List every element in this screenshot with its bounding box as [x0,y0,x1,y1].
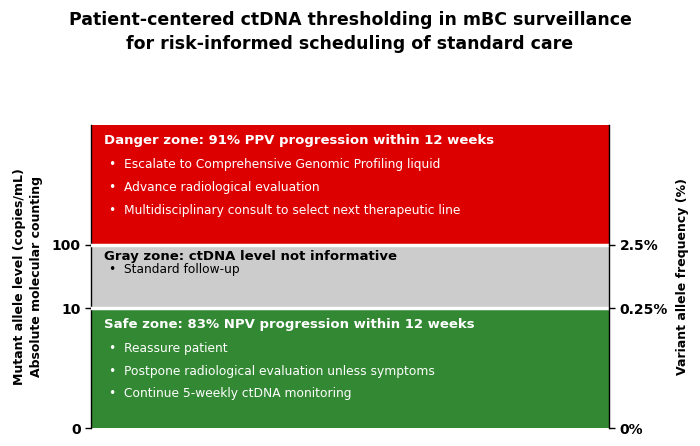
Bar [91,125,609,245]
Text: Patient-centered ctDNA thresholding in mBC surveillance
for risk-informed schedu: Patient-centered ctDNA thresholding in m… [69,11,631,53]
Bar [91,308,609,428]
Bar [91,245,609,308]
Text: •  Reassure patient: • Reassure patient [109,342,228,355]
Text: •  Escalate to Comprehensive Genomic Profiling liquid: • Escalate to Comprehensive Genomic Prof… [109,158,440,171]
Text: •  Advance radiological evaluation: • Advance radiological evaluation [109,181,320,194]
Y-axis label: Mutant allele level (copies/mL)
Absolute molecular counting: Mutant allele level (copies/mL) Absolute… [13,168,43,385]
Text: •  Multidisciplinary consult to select next therapeutic line: • Multidisciplinary consult to select ne… [109,204,461,217]
Text: •  Postpone radiological evaluation unless symptoms: • Postpone radiological evaluation unles… [109,365,435,378]
Text: •  Continue 5-weekly ctDNA monitoring: • Continue 5-weekly ctDNA monitoring [109,388,351,401]
Text: Safe zone: 83% NPV progression within 12 weeks: Safe zone: 83% NPV progression within 12… [104,318,475,331]
Text: Danger zone: 91% PPV progression within 12 weeks: Danger zone: 91% PPV progression within … [104,134,494,148]
Text: Gray zone: ctDNA level not informative: Gray zone: ctDNA level not informative [104,250,397,263]
Y-axis label: Variant allele frequency (%): Variant allele frequency (%) [676,178,689,375]
Text: •  Standard follow-up: • Standard follow-up [109,263,240,276]
